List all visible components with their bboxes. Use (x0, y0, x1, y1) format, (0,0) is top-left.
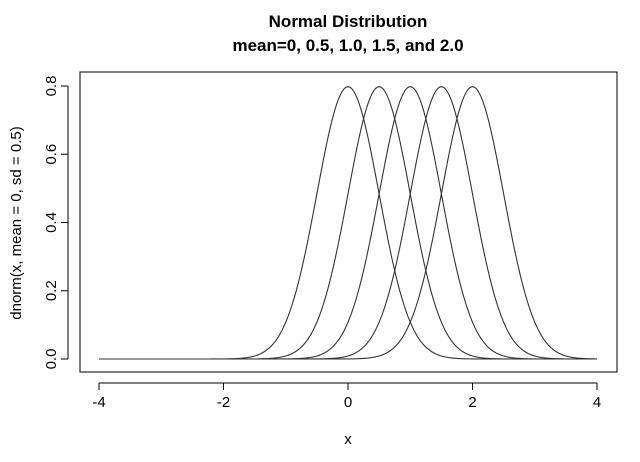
chart-subtitle: mean=0, 0.5, 1.0, 1.5, and 2.0 (232, 36, 463, 55)
x-tick-label: -4 (92, 394, 105, 411)
density-curve-3 (99, 86, 597, 360)
y-axis-label: dnorm(x, mean = 0, sd = 0.5) (8, 126, 25, 319)
density-curve-1 (99, 86, 597, 360)
curves (99, 86, 598, 360)
density-curve-2 (99, 86, 597, 360)
y-tick-label: 0.4 (43, 212, 60, 233)
density-curve-0 (99, 86, 597, 360)
x-axis-label: x (344, 431, 352, 448)
y-tick-label: 0.8 (43, 76, 60, 97)
plot-frame (79, 71, 618, 373)
x-tick-label: 2 (468, 394, 476, 411)
x-tick-label: 4 (593, 394, 601, 411)
x-axis: -4 -2 0 2 4 (92, 382, 601, 411)
x-tick-label: -2 (217, 394, 230, 411)
y-tick-label: 0.2 (43, 280, 60, 301)
y-tick-label: 0.6 (43, 144, 60, 165)
x-tick-label: 0 (344, 394, 352, 411)
y-axis: 0.0 0.2 0.4 0.6 0.8 (43, 76, 69, 370)
density-curve-4 (99, 86, 598, 360)
chart-title: Normal Distribution (269, 12, 428, 31)
y-tick-label: 0.0 (43, 349, 60, 370)
